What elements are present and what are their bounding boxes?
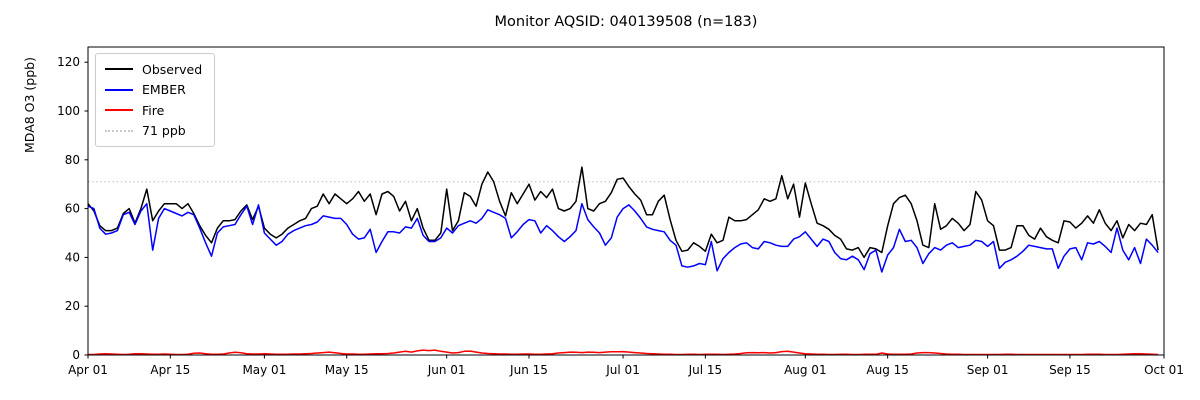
y-tick-label: 0 <box>72 348 80 362</box>
y-tick-label: 120 <box>57 55 80 69</box>
x-tick-label: Oct 01 <box>1144 363 1184 377</box>
ember-line-sample <box>105 88 133 91</box>
y-tick-label: 40 <box>65 250 80 264</box>
legend-item-fire: Fire <box>105 100 202 121</box>
x-tick-label: Jun 15 <box>509 363 548 377</box>
chart-title: Monitor AQSID: 040139508 (n=183) <box>494 14 758 30</box>
y-tick-label: 20 <box>65 299 80 313</box>
series-line-ember <box>87 202 1159 273</box>
x-tick-label: Aug 15 <box>866 363 909 377</box>
x-tick-label: Sep 01 <box>967 363 1009 377</box>
y-tick-label: 60 <box>65 202 80 216</box>
legend-item-ember: EMBER <box>105 80 202 101</box>
x-tick-label: Aug 01 <box>784 363 827 377</box>
x-tick-label: Apr 15 <box>150 363 190 377</box>
plot-border <box>87 46 1165 356</box>
legend: Observed EMBER Fire 71 ppb <box>95 53 216 147</box>
x-tick-label: Jul 15 <box>688 363 723 377</box>
fire-line-sample <box>105 109 133 112</box>
y-tick-label: 80 <box>65 153 80 167</box>
x-tick-label: Apr 01 <box>68 363 108 377</box>
observed-line-sample <box>105 68 133 71</box>
y-tick-label: 100 <box>57 104 80 118</box>
legend-item-observed: Observed <box>105 59 202 80</box>
x-tick-label: Jun 01 <box>427 363 466 377</box>
series-line-fire <box>88 349 1159 356</box>
series-line-observed <box>87 166 1159 259</box>
legend-label-ember: EMBER <box>142 82 186 98</box>
legend-label-threshold: 71 ppb <box>142 123 186 139</box>
x-tick-label: Sep 15 <box>1049 363 1091 377</box>
legend-label-observed: Observed <box>142 61 203 77</box>
x-tick-label: May 15 <box>325 363 369 377</box>
legend-label-fire: Fire <box>142 102 165 118</box>
x-tick-label: Jul 01 <box>605 363 640 377</box>
threshold-line-sample <box>105 129 133 132</box>
legend-item-threshold: 71 ppb <box>105 121 202 142</box>
x-tick-label: May 01 <box>242 363 286 377</box>
